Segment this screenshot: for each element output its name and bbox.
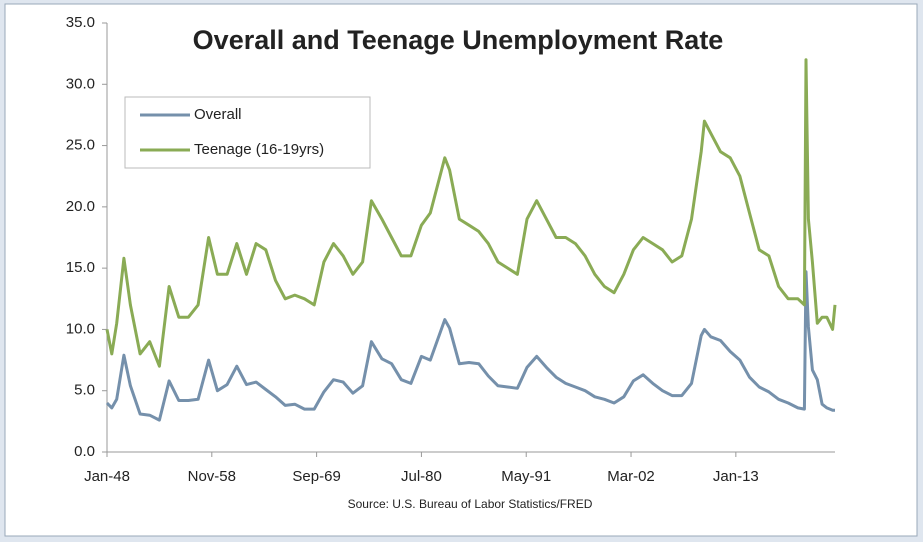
y-tick-label: 10.0 <box>66 320 95 337</box>
y-tick-label: 5.0 <box>74 382 95 399</box>
y-tick-label: 0.0 <box>74 443 95 460</box>
x-tick-label: Jul-80 <box>401 468 442 485</box>
x-tick-label: Jan-13 <box>713 468 759 485</box>
y-tick-label: 20.0 <box>66 198 95 215</box>
y-tick-label: 15.0 <box>66 259 95 276</box>
series-line <box>105 270 835 422</box>
legend-label: Overall <box>194 106 242 123</box>
y-tick-label: 35.0 <box>66 14 95 31</box>
y-tick-label: 25.0 <box>66 137 95 154</box>
legend-label: Teenage (16-19yrs) <box>194 141 324 158</box>
series-line <box>105 58 837 368</box>
x-tick-label: Nov-58 <box>188 468 236 485</box>
chart-frame <box>4 3 918 537</box>
y-tick-label: 30.0 <box>66 75 95 92</box>
x-tick-label: Mar-02 <box>607 468 655 485</box>
source-note: Source: U.S. Bureau of Labor Statistics/… <box>348 497 593 511</box>
x-tick-label: Sep-69 <box>292 468 340 485</box>
chart-title: Overall and Teenage Unemployment Rate <box>193 25 724 55</box>
x-tick-label: Jan-48 <box>84 468 130 485</box>
x-tick-label: May-91 <box>501 468 551 485</box>
legend <box>124 96 371 169</box>
